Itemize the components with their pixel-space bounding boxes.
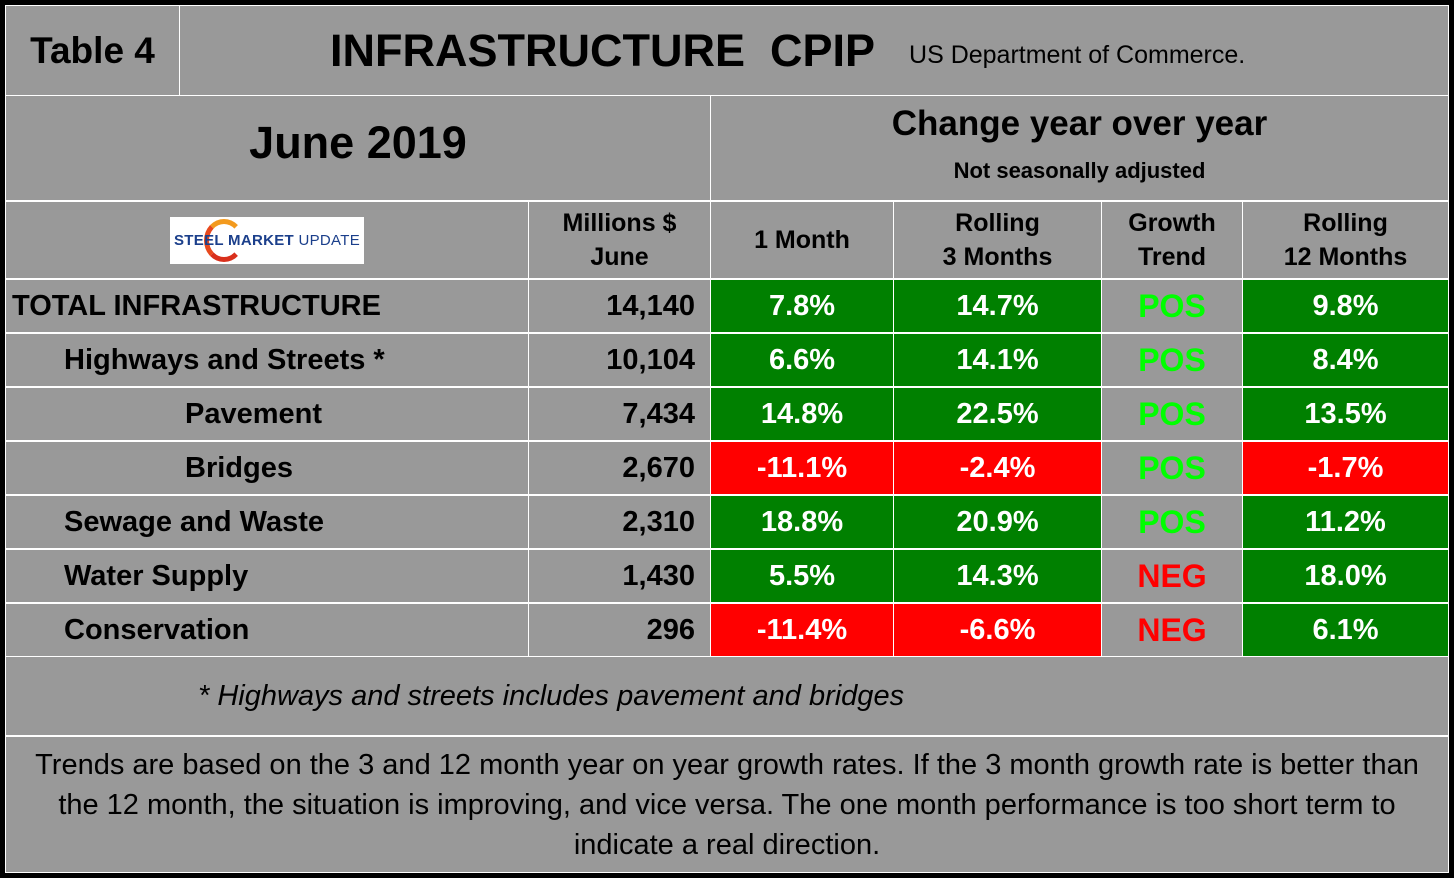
footnote: * Highways and streets includes pavement…	[6, 657, 1448, 735]
table: Table 4 INFRASTRUCTURE CPIP US Departmen…	[5, 5, 1449, 873]
source-label: US Department of Commerce.	[909, 41, 1246, 69]
millions-value: 2,310	[529, 496, 710, 548]
rolling-12-change: 18.0%	[1243, 550, 1448, 602]
millions-value: 1,430	[529, 550, 710, 602]
row-label: Sewage and Waste	[6, 496, 528, 548]
millions-value: 14,140	[529, 280, 710, 332]
col-header-rolling-3: Rolling 3 Months	[894, 202, 1101, 278]
page-title: INFRASTRUCTURE CPIP	[330, 24, 876, 76]
row-label: Water Supply	[6, 550, 528, 602]
one-month-change: -11.4%	[711, 604, 893, 656]
millions-value: 7,434	[529, 388, 710, 440]
period-label: June 2019	[6, 96, 710, 200]
one-month-change: 18.8%	[711, 496, 893, 548]
row-label: Conservation	[6, 604, 528, 656]
title-cell: INFRASTRUCTURE CPIP US Department of Com…	[180, 6, 1448, 95]
rolling-3-change: 14.7%	[894, 280, 1101, 332]
row-label: Bridges	[6, 442, 528, 494]
col-header-growth-trend: Growth Trend	[1102, 202, 1242, 278]
growth-trend-badge: POS	[1102, 388, 1242, 440]
rolling-12-change: 6.1%	[1243, 604, 1448, 656]
rolling-12-change: -1.7%	[1243, 442, 1448, 494]
rolling-3-change: -6.6%	[894, 604, 1101, 656]
millions-value: 2,670	[529, 442, 710, 494]
one-month-change: 14.8%	[711, 388, 893, 440]
change-subtitle: Not seasonally adjusted	[953, 158, 1206, 183]
one-month-change: 5.5%	[711, 550, 893, 602]
growth-trend-badge: NEG	[1102, 550, 1242, 602]
rolling-3-change: 14.3%	[894, 550, 1101, 602]
growth-trend-badge: POS	[1102, 496, 1242, 548]
col-header-1-month: 1 Month	[711, 202, 893, 278]
row-label: Highways and Streets *	[6, 334, 528, 386]
col-header-millions: Millions $ June	[529, 202, 710, 278]
growth-trend-badge: POS	[1102, 334, 1242, 386]
one-month-change: 6.6%	[711, 334, 893, 386]
rolling-12-change: 13.5%	[1243, 388, 1448, 440]
growth-trend-badge: NEG	[1102, 604, 1242, 656]
rolling-12-change: 8.4%	[1243, 334, 1448, 386]
rolling-12-change: 9.8%	[1243, 280, 1448, 332]
one-month-change: 7.8%	[711, 280, 893, 332]
one-month-change: -11.1%	[711, 442, 893, 494]
growth-trend-badge: POS	[1102, 442, 1242, 494]
col-header-rolling-12: Rolling 12 Months	[1243, 202, 1448, 278]
change-header: Change year over year Not seasonally adj…	[711, 96, 1448, 200]
change-title: Change year over year	[891, 104, 1268, 143]
steel-market-update-logo: STEEL MARKET UPDATE	[170, 216, 364, 264]
rolling-12-change: 11.2%	[1243, 496, 1448, 548]
row-label: TOTAL INFRASTRUCTURE	[6, 280, 528, 332]
rolling-3-change: 20.9%	[894, 496, 1101, 548]
millions-value: 10,104	[529, 334, 710, 386]
explanation-text: Trends are based on the 3 and 12 month y…	[6, 737, 1448, 872]
table-label: Table 4	[6, 6, 179, 95]
rolling-3-change: 14.1%	[894, 334, 1101, 386]
logo-cell: STEEL MARKET UPDATE	[6, 202, 528, 278]
row-label: Pavement	[6, 388, 528, 440]
rolling-3-change: -2.4%	[894, 442, 1101, 494]
millions-value: 296	[529, 604, 710, 656]
rolling-3-change: 22.5%	[894, 388, 1101, 440]
growth-trend-badge: POS	[1102, 280, 1242, 332]
